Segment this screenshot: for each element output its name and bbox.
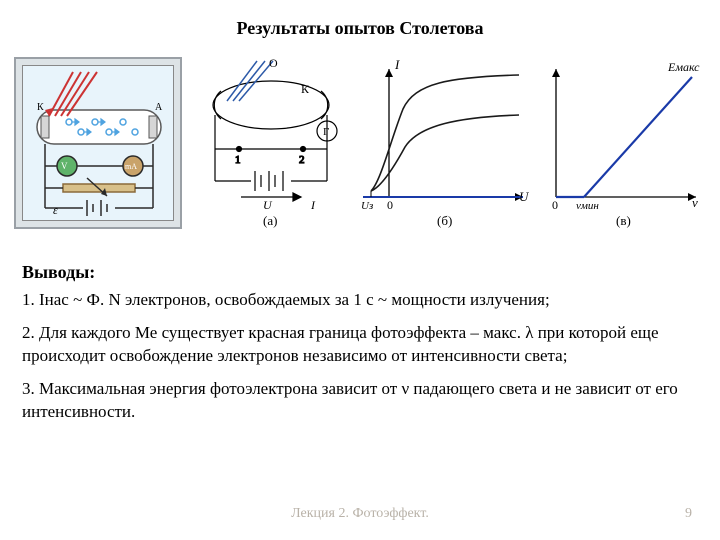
figure-iu-plot: I U Uз 0 (б) [359, 57, 529, 234]
conclusion-1: 1. Iнас ~ Ф. N электронов, освобождаемых… [22, 289, 698, 312]
svg-text:К: К [301, 82, 310, 96]
conclusions-block: 1. Iнас ~ Ф. N электронов, освобождаемых… [0, 283, 720, 424]
svg-text:(в): (в) [616, 213, 631, 228]
svg-text:1: 1 [235, 154, 241, 166]
iu-svg: I U Uз 0 (б) [359, 57, 529, 229]
emax-svg: Eмакс ν 0 νмин (в) [538, 57, 706, 229]
svg-text:Uз: Uз [361, 200, 373, 212]
svg-text:А: А [155, 102, 163, 113]
svg-text:0: 0 [552, 198, 558, 212]
svg-text:U: U [519, 189, 529, 204]
svg-text:I: I [394, 57, 400, 72]
figure-circuit: 1 2 O К Г U I (а) [191, 57, 351, 234]
svg-text:0: 0 [387, 198, 393, 212]
conclusion-3: 3. Максимальная энергия фотоэлектрона за… [22, 378, 698, 424]
svg-text:I: I [310, 198, 316, 212]
svg-text:Eмакс: Eмакс [667, 60, 700, 74]
svg-text:νмин: νмин [576, 200, 599, 212]
svg-text:U: U [263, 198, 273, 212]
conclusion-2: 2. Для каждого Ме существует красная гра… [22, 322, 698, 368]
svg-text:ε: ε [53, 203, 58, 217]
svg-text:mA: mA [125, 162, 137, 171]
figure-apparatus: К А [14, 57, 182, 229]
svg-text:Г: Г [323, 126, 329, 138]
svg-text:(б): (б) [437, 213, 452, 228]
circuit-svg: 1 2 O К Г U I (а) [191, 57, 351, 229]
page-title: Результаты опытов Столетова [0, 0, 720, 39]
svg-text:(а): (а) [263, 213, 277, 228]
svg-text:V: V [61, 161, 68, 171]
svg-text:ν: ν [692, 195, 698, 210]
svg-text:2: 2 [299, 154, 305, 166]
figure-emax-plot: Eмакс ν 0 νмин (в) [538, 57, 706, 234]
figures-row: К А [0, 39, 720, 234]
conclusions-heading: Выводы: [0, 234, 720, 283]
apparatus-svg: К А [23, 66, 175, 222]
svg-text:O: O [269, 57, 278, 70]
svg-text:К: К [37, 102, 44, 113]
footer-lecture: Лекция 2. Фотоэффект. [0, 506, 720, 522]
page-number: 9 [685, 506, 692, 522]
